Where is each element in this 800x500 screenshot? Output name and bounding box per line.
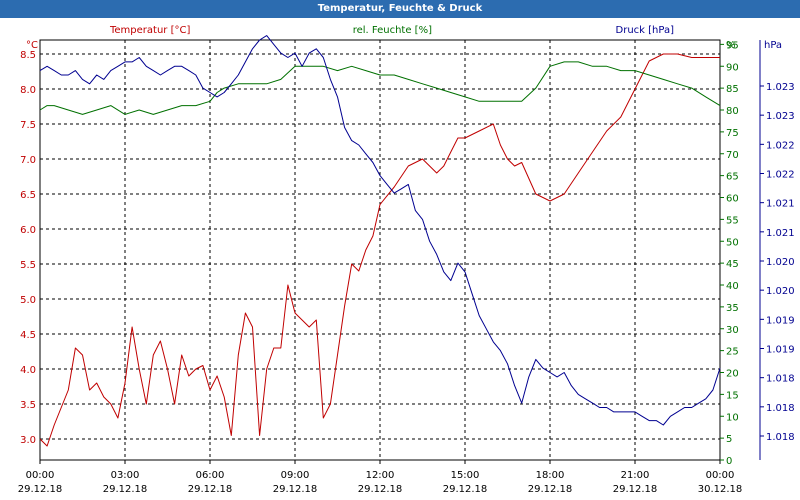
- humidity-tick-label: 95: [726, 40, 739, 51]
- temperature-tick-label: 3.0: [20, 435, 36, 446]
- humidity-tick-label: 10: [726, 412, 739, 423]
- series-line-humidity: [39, 61, 721, 115]
- pressure-tick-label: 1.018: [766, 403, 795, 414]
- chart-background: [0, 18, 800, 500]
- humidity-tick-label: 90: [726, 62, 739, 73]
- pressure-tick-label: 1.019: [766, 345, 795, 356]
- temperature-tick-label: 3.5: [20, 400, 36, 411]
- x-tick-date: 29.12.18: [103, 484, 148, 495]
- temperature-tick-label: 4.0: [20, 365, 36, 376]
- humidity-tick-label: 35: [726, 303, 739, 314]
- humidity-tick-label: 75: [726, 128, 739, 139]
- x-tick-time: 18:00: [536, 470, 565, 481]
- temperature-tick-label: 8.0: [20, 85, 36, 96]
- temperature-tick-label: 6.5: [20, 190, 36, 201]
- x-tick-time: 15:00: [451, 470, 480, 481]
- pressure-tick-label: 1.018: [766, 432, 795, 443]
- humidity-tick-label: 85: [726, 84, 739, 95]
- x-tick-time: 03:00: [111, 470, 140, 481]
- humidity-tick-label: 55: [726, 215, 739, 226]
- series-line-temperature: [39, 53, 720, 447]
- chart-grid: [39, 39, 764, 464]
- x-tick-date: 29.12.18: [273, 484, 318, 495]
- pressure-axis-unit: hPa: [764, 40, 782, 51]
- x-tick-date: 29.12.18: [18, 484, 63, 495]
- humidity-tick-label: 65: [726, 172, 739, 183]
- pressure-tick-label: 1.022: [766, 140, 795, 151]
- humidity-tick-label: 15: [726, 390, 739, 401]
- x-tick-date: 29.12.18: [188, 484, 233, 495]
- temperature-tick-label: 5.0: [20, 295, 36, 306]
- humidity-tick-label: 60: [726, 194, 739, 205]
- x-tick-date: 29.12.18: [443, 484, 488, 495]
- humidity-tick-label: 25: [726, 347, 739, 358]
- humidity-tick-label: 80: [726, 106, 739, 117]
- temperature-tick-label: 7.0: [20, 155, 36, 166]
- pressure-tick-label: 1.020: [766, 257, 795, 268]
- x-tick-time: 12:00: [366, 470, 395, 481]
- window-title: Temperatur, Feuchte & Druck: [0, 0, 800, 19]
- temperature-tick-label: 8.5: [20, 50, 36, 61]
- legend-entry: rel. Feuchte [%]: [353, 25, 432, 36]
- x-tick-time: 00:00: [26, 470, 55, 481]
- chart-labels: 3.0 3.5 4.0 4.5 5.0 5.5 6.0 6.5 7.0 7.5 8.0 8.5 00:0…: [18, 25, 795, 495]
- pressure-tick-label: 1.022: [766, 170, 795, 181]
- chart-series: [39, 35, 721, 447]
- x-tick-time: 06:00: [196, 470, 225, 481]
- temperature-tick-label: 5.5: [20, 260, 36, 271]
- temperature-tick-label: 6.0: [20, 225, 36, 236]
- pressure-tick-label: 1.020: [766, 286, 795, 297]
- x-tick-date: 29.12.18: [528, 484, 573, 495]
- x-tick-date: 29.12.18: [358, 484, 403, 495]
- pressure-tick-label: 1.021: [766, 199, 795, 210]
- weather-chart: 3.0 3.5 4.0 4.5 5.0 5.5 6.0 6.5 7.0 7.5 8.0 8.5 00:0…: [0, 18, 800, 500]
- temperature-axis-unit: °C: [26, 40, 38, 51]
- x-tick-time: 09:00: [281, 470, 310, 481]
- pressure-tick-label: 1.023: [766, 82, 795, 93]
- x-tick-date: 30.12.18: [698, 484, 743, 495]
- humidity-tick-label: 50: [726, 237, 739, 248]
- humidity-axis-unit: %: [726, 40, 736, 51]
- humidity-tick-label: 0: [726, 456, 732, 467]
- humidity-tick-label: 20: [726, 369, 739, 380]
- x-tick-time: 00:00: [706, 470, 735, 481]
- x-tick-time: 21:00: [621, 470, 650, 481]
- pressure-tick-label: 1.018: [766, 374, 795, 385]
- pressure-tick-label: 1.019: [766, 315, 795, 326]
- humidity-tick-label: 45: [726, 259, 739, 270]
- series-line-pressure: [39, 35, 721, 426]
- humidity-tick-label: 5: [726, 434, 732, 445]
- x-tick-date: 29.12.18: [613, 484, 658, 495]
- pressure-tick-label: 1.021: [766, 228, 795, 239]
- temperature-tick-label: 7.5: [20, 120, 36, 131]
- pressure-tick-label: 1.023: [766, 111, 795, 122]
- humidity-tick-label: 30: [726, 325, 739, 336]
- humidity-tick-label: 70: [726, 150, 739, 161]
- humidity-tick-label: 40: [726, 281, 739, 292]
- legend-entry: Temperatur [°C]: [109, 25, 190, 36]
- plot-frame: [39, 39, 721, 461]
- legend-entry: Druck [hPa]: [616, 25, 675, 36]
- temperature-tick-label: 4.5: [20, 330, 36, 341]
